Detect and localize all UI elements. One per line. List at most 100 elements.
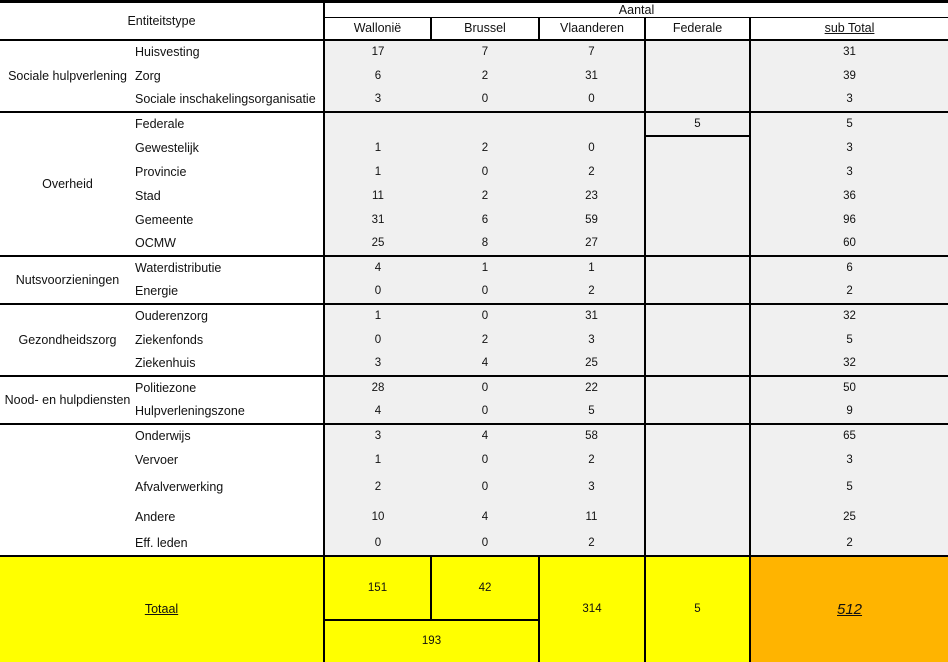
totals-vlaanderen: 314 <box>538 554 645 662</box>
row-label: Sociale inschakelingsorganisatie <box>135 87 325 113</box>
row-label: Gemeente <box>135 207 325 232</box>
cell-wallonie: 4 <box>323 255 431 280</box>
cell-wallonie: 0 <box>323 327 431 352</box>
row-label: Ouderenzorg <box>135 303 325 328</box>
row-label: Gewestelijk <box>135 135 325 160</box>
row-label: Afvalverwerking <box>135 471 325 502</box>
cell-brussel: 0 <box>431 447 539 472</box>
cell-vlaanderen: 31 <box>539 303 645 328</box>
cell-subtotal: 3 <box>748 87 948 113</box>
cell-wallonie: 25 <box>323 231 431 257</box>
table-row: Ziekenhuis 3 4 25 32 <box>0 351 948 377</box>
cell-brussel: 8 <box>431 231 539 257</box>
row-label: Vervoer <box>135 447 325 472</box>
table-row: Stad 11 2 23 36 <box>0 183 948 208</box>
table-header: Entiteitstype Aantal Wallonië Brussel Vl… <box>0 3 948 41</box>
cell-vlaanderen: 31 <box>539 63 645 88</box>
header-col-subtotal: sub Total <box>748 17 948 41</box>
table-row: Hulpverleningszone 4 0 5 9 <box>0 399 948 425</box>
cell-brussel: 0 <box>431 531 539 557</box>
table-row: Overheid Federale 5 5 <box>0 111 948 257</box>
cell-wallonie: 0 <box>323 531 431 557</box>
table-row: Gezondheidszorg Ouderenzorg 1 0 31 32 <box>0 303 948 377</box>
cell-vlaanderen: 0 <box>539 87 645 113</box>
table-row: Onderwijs 3 4 58 65 <box>0 423 948 557</box>
cell-federale: 5 <box>644 111 750 137</box>
table-row: Vervoer 1 0 2 3 <box>0 447 948 472</box>
cell-wallonie: 17 <box>323 39 431 64</box>
cell-vlaanderen: 5 <box>539 399 645 425</box>
header-col-wallonie: Wallonië <box>323 17 431 41</box>
row-label: Andere <box>135 501 325 532</box>
cell-subtotal: 9 <box>748 399 948 425</box>
cell-brussel <box>431 111 539 136</box>
cell-vlaanderen: 11 <box>539 501 645 532</box>
cell-vlaanderen: 2 <box>539 159 645 184</box>
cell-subtotal: 25 <box>748 501 948 532</box>
table-row: Andere 10 4 11 25 <box>0 501 948 532</box>
cell-vlaanderen: 2 <box>539 279 645 305</box>
cell-vlaanderen: 2 <box>539 531 645 557</box>
row-label: Ziekenfonds <box>135 327 325 352</box>
totals-brussel: 42 <box>430 554 539 621</box>
cell-subtotal: 3 <box>748 159 948 184</box>
table-row: OCMW 25 8 27 60 <box>0 231 948 257</box>
table-body: Sociale hulpverlening Huisvesting 17 7 7 31 Zo… <box>0 39 948 557</box>
cell-wallonie: 3 <box>323 423 431 448</box>
table-footer: Totaal 151 42 314 5 512 193 <box>0 554 948 662</box>
cell-subtotal: 60 <box>748 231 948 257</box>
cell-vlaanderen: 7 <box>539 39 645 64</box>
cell-subtotal: 96 <box>748 207 948 232</box>
cell-brussel: 0 <box>431 399 539 425</box>
cell-brussel: 2 <box>431 135 539 160</box>
cell-vlaanderen: 2 <box>539 447 645 472</box>
header-col-subtotal-text: sub Total <box>824 21 875 36</box>
cell-brussel: 6 <box>431 207 539 232</box>
cell-wallonie: 3 <box>323 87 431 113</box>
cell-brussel: 0 <box>431 471 539 502</box>
cell-vlaanderen: 1 <box>539 255 645 280</box>
table-row: Nood- en hulpdiensten Politiezone 28 0 22 50 <box>0 375 948 425</box>
cell-brussel: 4 <box>431 423 539 448</box>
cell-federale-empty <box>644 135 750 257</box>
cell-vlaanderen: 3 <box>539 471 645 502</box>
cell-subtotal: 32 <box>748 303 948 328</box>
cell-brussel: 1 <box>431 255 539 280</box>
header-col-vlaanderen: Vlaanderen <box>538 17 645 41</box>
cell-vlaanderen: 25 <box>539 351 645 377</box>
cell-brussel: 0 <box>431 279 539 305</box>
cell-federale-group <box>644 39 750 113</box>
cell-brussel: 4 <box>431 351 539 377</box>
row-label: Onderwijs <box>135 423 325 448</box>
cell-subtotal: 5 <box>748 471 948 502</box>
cell-brussel: 7 <box>431 39 539 64</box>
row-label: Federale <box>135 111 325 136</box>
cell-subtotal: 32 <box>748 351 948 377</box>
cell-brussel: 0 <box>431 303 539 328</box>
cell-vlaanderen <box>539 111 645 136</box>
cell-wallonie: 2 <box>323 471 431 502</box>
cell-wallonie: 11 <box>323 183 431 208</box>
cell-brussel: 2 <box>431 63 539 88</box>
totals-grand-total: 512 <box>748 554 948 662</box>
cell-wallonie: 1 <box>323 303 431 328</box>
cell-federale-group <box>644 303 750 377</box>
cell-wallonie: 0 <box>323 279 431 305</box>
row-label: Huisvesting <box>135 39 325 64</box>
totals-federale: 5 <box>644 554 750 662</box>
cell-subtotal: 5 <box>748 327 948 352</box>
table-row: Energie 0 0 2 2 <box>0 279 948 305</box>
totals-wallonie: 151 <box>323 554 431 621</box>
row-label: Politiezone <box>135 375 325 400</box>
group-label: Nood- en hulpdiensten <box>0 375 135 425</box>
row-label: Waterdistributie <box>135 255 325 280</box>
entity-type-table: Entiteitstype Aantal Wallonië Brussel Vl… <box>0 3 948 662</box>
table-row: Provincie 1 0 2 3 <box>0 159 948 184</box>
table-row: Sociale hulpverlening Huisvesting 17 7 7 31 <box>0 39 948 113</box>
totals-wallonie-brussel-combined: 193 <box>323 619 539 662</box>
row-label: Energie <box>135 279 325 305</box>
row-label: Provincie <box>135 159 325 184</box>
header-aantal: Aantal <box>322 3 948 18</box>
header-row-top: Entiteitstype Aantal <box>0 3 948 41</box>
row-label: OCMW <box>135 231 325 257</box>
